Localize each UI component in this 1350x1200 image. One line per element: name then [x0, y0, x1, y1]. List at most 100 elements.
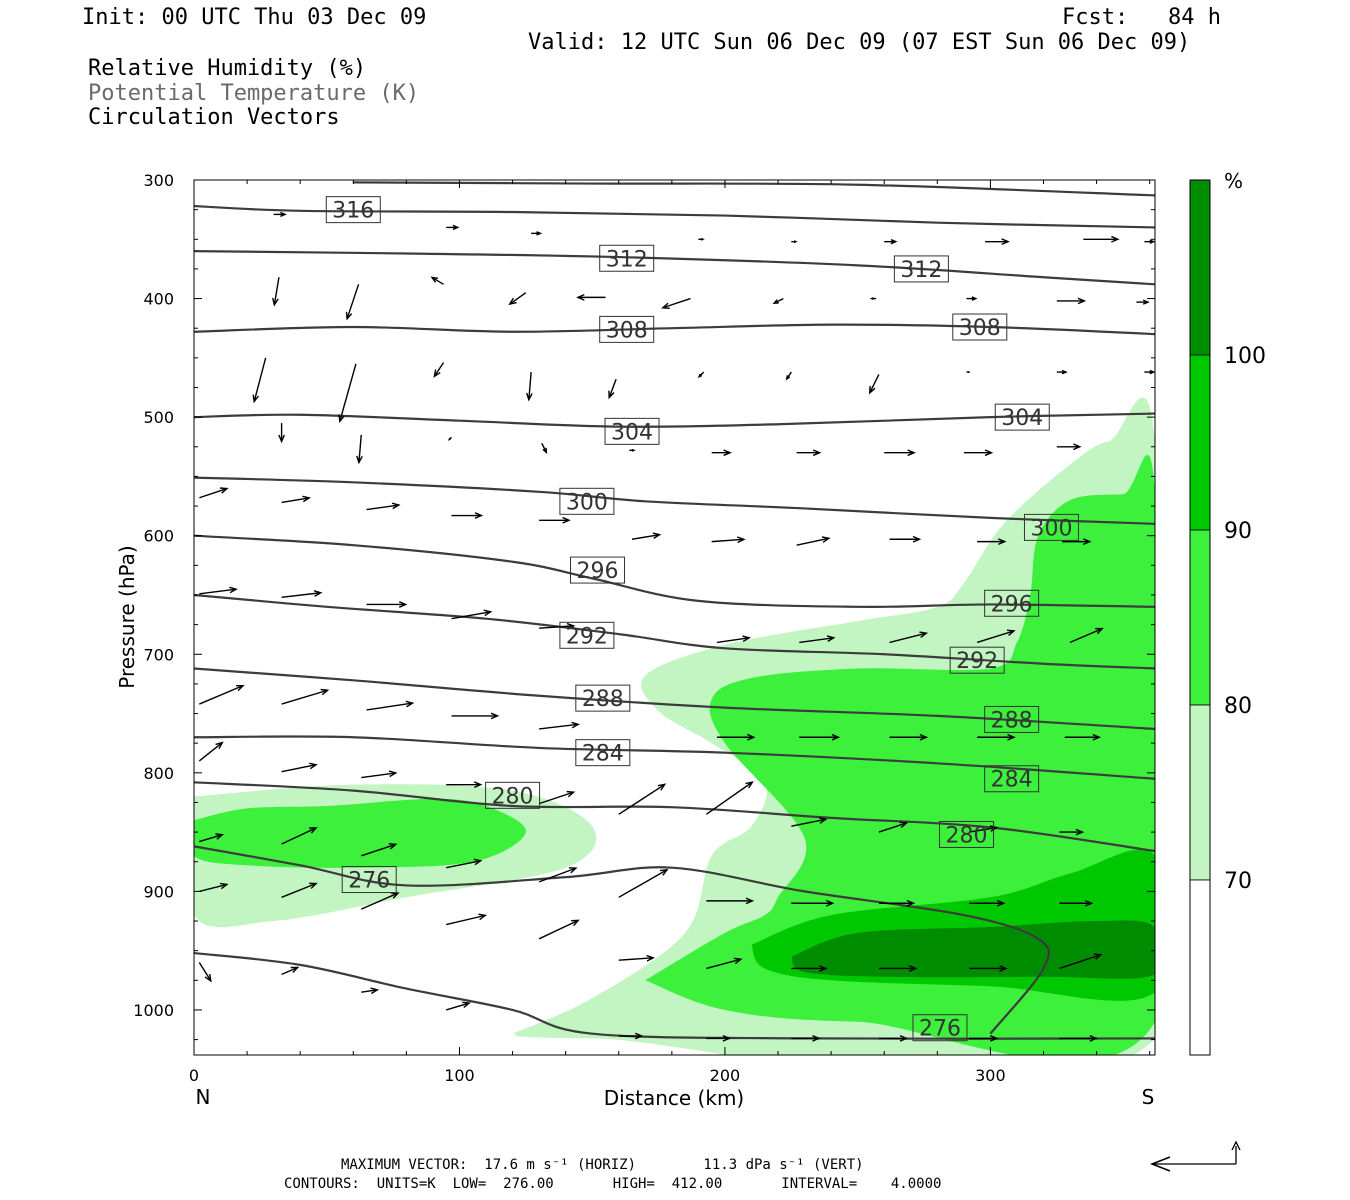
circulation-vector: [976, 629, 1016, 644]
vector-head: [1149, 239, 1155, 244]
forecast-hour: Fcst: 84 h: [1062, 5, 1221, 30]
circulation-vector: [791, 965, 828, 972]
vector-head: [1001, 238, 1010, 246]
vector-head: [536, 231, 543, 236]
circulation-vector: [451, 609, 493, 620]
vector-head: [723, 449, 732, 457]
vector-head: [219, 882, 229, 890]
vector-head: [1061, 369, 1068, 375]
vector-head: [869, 297, 874, 301]
y-tick-label: 700: [143, 645, 174, 664]
circulation-vector: [445, 1001, 471, 1011]
vector-shaft: [528, 372, 532, 400]
theta-contour-300: [194, 476, 1155, 525]
vector-shaft: [799, 637, 834, 644]
x-tick-label: 300: [975, 1066, 1006, 1085]
theta-label-text: 304: [1001, 406, 1043, 431]
valid-time: Valid: 12 UTC Sun 06 Dec 09 (07 EST Sun …: [528, 30, 1191, 55]
rh-region-80-90: [194, 798, 526, 868]
vector-head: [660, 868, 669, 876]
circulation-vector: [446, 224, 460, 231]
circulation-vector: [889, 733, 929, 741]
circulation-vector: [618, 783, 667, 815]
vector-head: [996, 899, 1006, 907]
circulation-vector: [618, 868, 669, 898]
theta-label-text: 308: [959, 316, 1001, 341]
vector-head: [908, 965, 918, 972]
circulation-vector: [361, 987, 380, 995]
vector-shaft: [361, 772, 396, 779]
vector-head: [478, 913, 488, 921]
circulation-vector: [629, 448, 636, 452]
field-title-theta: Potential Temperature (K): [88, 81, 420, 106]
vector-shaft: [199, 588, 237, 595]
circulation-vector: [538, 867, 578, 883]
circulation-vector: [356, 434, 363, 465]
vector-head: [1073, 443, 1082, 451]
vector-head: [571, 721, 580, 729]
theta-label-text: 288: [582, 687, 624, 712]
circulation-vector: [531, 231, 543, 236]
theta-label: 276: [341, 866, 397, 894]
vector-head: [473, 781, 483, 789]
theta-label-box: [984, 765, 1040, 793]
theta-label: 308: [952, 313, 1008, 341]
vector-shaft: [360, 892, 399, 910]
contours-note: CONTOURS: UNITS=K LOW= 276.00 HIGH= 412.…: [284, 1176, 942, 1192]
theta-label-text: 280: [946, 823, 988, 848]
vector-shaft: [361, 989, 378, 993]
theta-contour-312: [353, 181, 1155, 197]
theta-label-text: 288: [991, 708, 1033, 733]
x-axis-title: Distance (km): [604, 1086, 744, 1110]
vector-head: [473, 858, 483, 866]
vector-head: [1142, 299, 1150, 305]
vector-shaft: [539, 723, 579, 730]
theta-label-box: [559, 487, 615, 515]
circulation-vector: [199, 833, 225, 843]
vector-head: [252, 394, 260, 404]
circulation-vector: [868, 374, 880, 395]
theta-contour-292: [194, 593, 1155, 670]
vector-head: [831, 733, 841, 741]
theta-label-text: 312: [606, 247, 648, 272]
theta-label: 308: [599, 315, 655, 343]
y-tick-label: 500: [143, 408, 174, 427]
theta-label: 300: [559, 487, 615, 515]
circulation-vector: [539, 516, 571, 524]
vector-head: [309, 827, 318, 834]
theta-contour-288: [194, 667, 1155, 731]
vector-shaft: [339, 363, 357, 422]
theta-label-text: 276: [919, 1017, 961, 1042]
vector-shaft: [281, 882, 317, 898]
vector-head: [345, 311, 353, 321]
theta-contour-312: [194, 250, 1155, 286]
vector-shaft: [976, 630, 1015, 644]
circulation-vector: [661, 297, 691, 310]
circulation-vector: [1059, 953, 1103, 970]
circulation-vector: [281, 762, 318, 773]
circulation-vector: [199, 684, 245, 705]
circulation-vector: [791, 1035, 821, 1042]
theta-label-text: 292: [956, 649, 998, 674]
circulation-vector: [1064, 733, 1102, 741]
theta-label-text: 316: [332, 199, 374, 224]
vector-head: [1006, 629, 1016, 636]
vector-shaft: [358, 434, 362, 463]
circulation-vector: [884, 449, 916, 457]
vector-head: [919, 631, 929, 638]
vector-shaft: [451, 611, 491, 620]
y-tick-label: 900: [143, 882, 174, 901]
vector-shaft: [253, 357, 267, 402]
colorbar-tick-label: 70: [1224, 869, 1252, 894]
circulation-vector: [1059, 1035, 1099, 1042]
vector-head: [309, 762, 318, 770]
vector-head: [899, 1035, 909, 1042]
vector-shaft: [538, 867, 577, 883]
vector-head: [398, 601, 408, 608]
vector-shaft: [969, 826, 997, 833]
circulation-vector: [199, 586, 238, 595]
vector-head: [785, 375, 791, 381]
theta-label: 304: [994, 403, 1050, 431]
theta-label: 284: [984, 765, 1040, 793]
